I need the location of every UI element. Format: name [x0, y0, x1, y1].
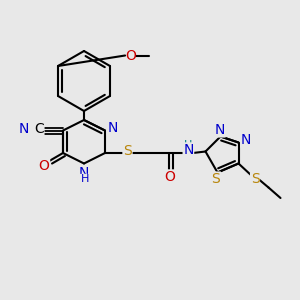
Text: H: H — [80, 174, 89, 184]
Text: C: C — [34, 122, 44, 136]
Text: S: S — [212, 172, 220, 186]
Text: S: S — [250, 172, 260, 186]
Text: O: O — [164, 170, 175, 184]
Text: O: O — [39, 159, 50, 173]
Text: N: N — [241, 133, 251, 147]
Text: O: O — [125, 49, 136, 62]
Text: N: N — [183, 143, 194, 157]
Text: N: N — [107, 121, 118, 135]
Text: N: N — [79, 166, 89, 180]
Text: S: S — [123, 144, 132, 158]
Text: H: H — [184, 140, 193, 150]
Text: N: N — [19, 122, 29, 136]
Text: N: N — [215, 123, 225, 137]
